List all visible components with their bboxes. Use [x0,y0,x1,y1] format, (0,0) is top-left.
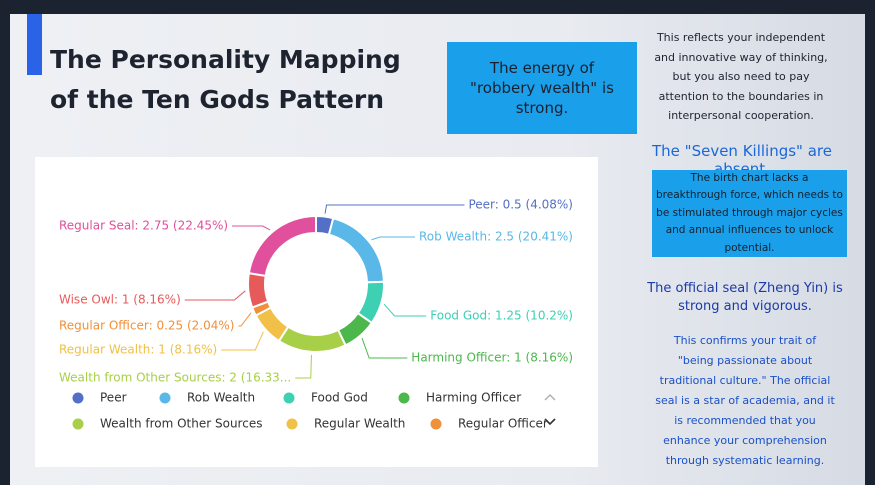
leader-line [371,236,415,241]
accent-bar [27,14,42,75]
legend-label: Regular Officer [458,417,548,431]
insight-text: This confirms your trait of "being passi… [655,334,835,467]
chart-card: Peer: 0.5 (4.08%) Rob Wealth: 2.5 (20.41%… [35,157,598,467]
chart: Peer: 0.5 (4.08%) Rob Wealth: 2.5 (20.41%… [59,198,573,431]
leader-line [324,204,465,214]
legend-page-down[interactable] [544,418,556,426]
donut-slice [247,214,317,278]
legend-label: Peer [100,391,127,405]
insight-heading: The official seal (Zheng Yin) is strong … [647,281,843,314]
leader-line [238,312,252,327]
legend-marker [283,392,295,404]
donut-slice [277,325,347,353]
legend-label: Regular Wealth [314,417,405,431]
data-label: Wealth from Other Sources: 2 (16.33... [59,371,291,385]
legend-marker [286,418,298,430]
data-label: Regular Wealth: 1 (8.16%) [59,343,217,357]
insight-text: The birth chart lacks a breakthrough for… [656,171,843,254]
data-label: Regular Seal: 2.75 (22.45%) [59,219,228,233]
data-label: Wise Owl: 1 (8.16%) [59,293,181,307]
title: The Personality Mapping of the Ten Gods … [50,45,401,114]
legend-label: Food God [311,391,368,405]
leader-line [361,337,408,359]
data-label: Rob Wealth: 2.5 (20.41%) [419,230,573,244]
slide: The Personality Mapping of the Ten Gods … [10,14,865,485]
leader-line [232,225,271,231]
insight-box: The energy of "robbery wealth" is strong… [447,42,637,134]
legend-marker [430,418,442,430]
data-label: Harming Officer: 1 (8.16%) [411,351,573,365]
data-label: Regular Officer: 0.25 (2.04%) [59,319,234,333]
legend-page-up[interactable] [544,394,556,401]
legend-label: Rob Wealth [187,391,255,405]
legend-marker [159,392,171,404]
leader-line [295,354,312,379]
donut-slice [247,272,270,309]
insight-text: This reflects your independent and innov… [654,31,828,122]
data-label: Food God: 1.25 (10.2%) [430,309,573,323]
insight-heading: The energy of "robbery wealth" is strong… [470,59,614,117]
legend-label: Wealth from Other Sources [100,417,262,431]
leader-line [221,331,264,351]
insight-box: The birth chart lacks a breakthrough for… [652,170,847,257]
leader-line [383,303,427,317]
legend-marker [72,392,84,404]
leader-line [184,290,246,301]
legend-marker [398,392,410,404]
donut-slice [327,217,385,284]
legend-marker [72,418,84,430]
data-label: Peer: 0.5 (4.08%) [468,198,573,212]
legend-label: Harming Officer [426,391,521,405]
